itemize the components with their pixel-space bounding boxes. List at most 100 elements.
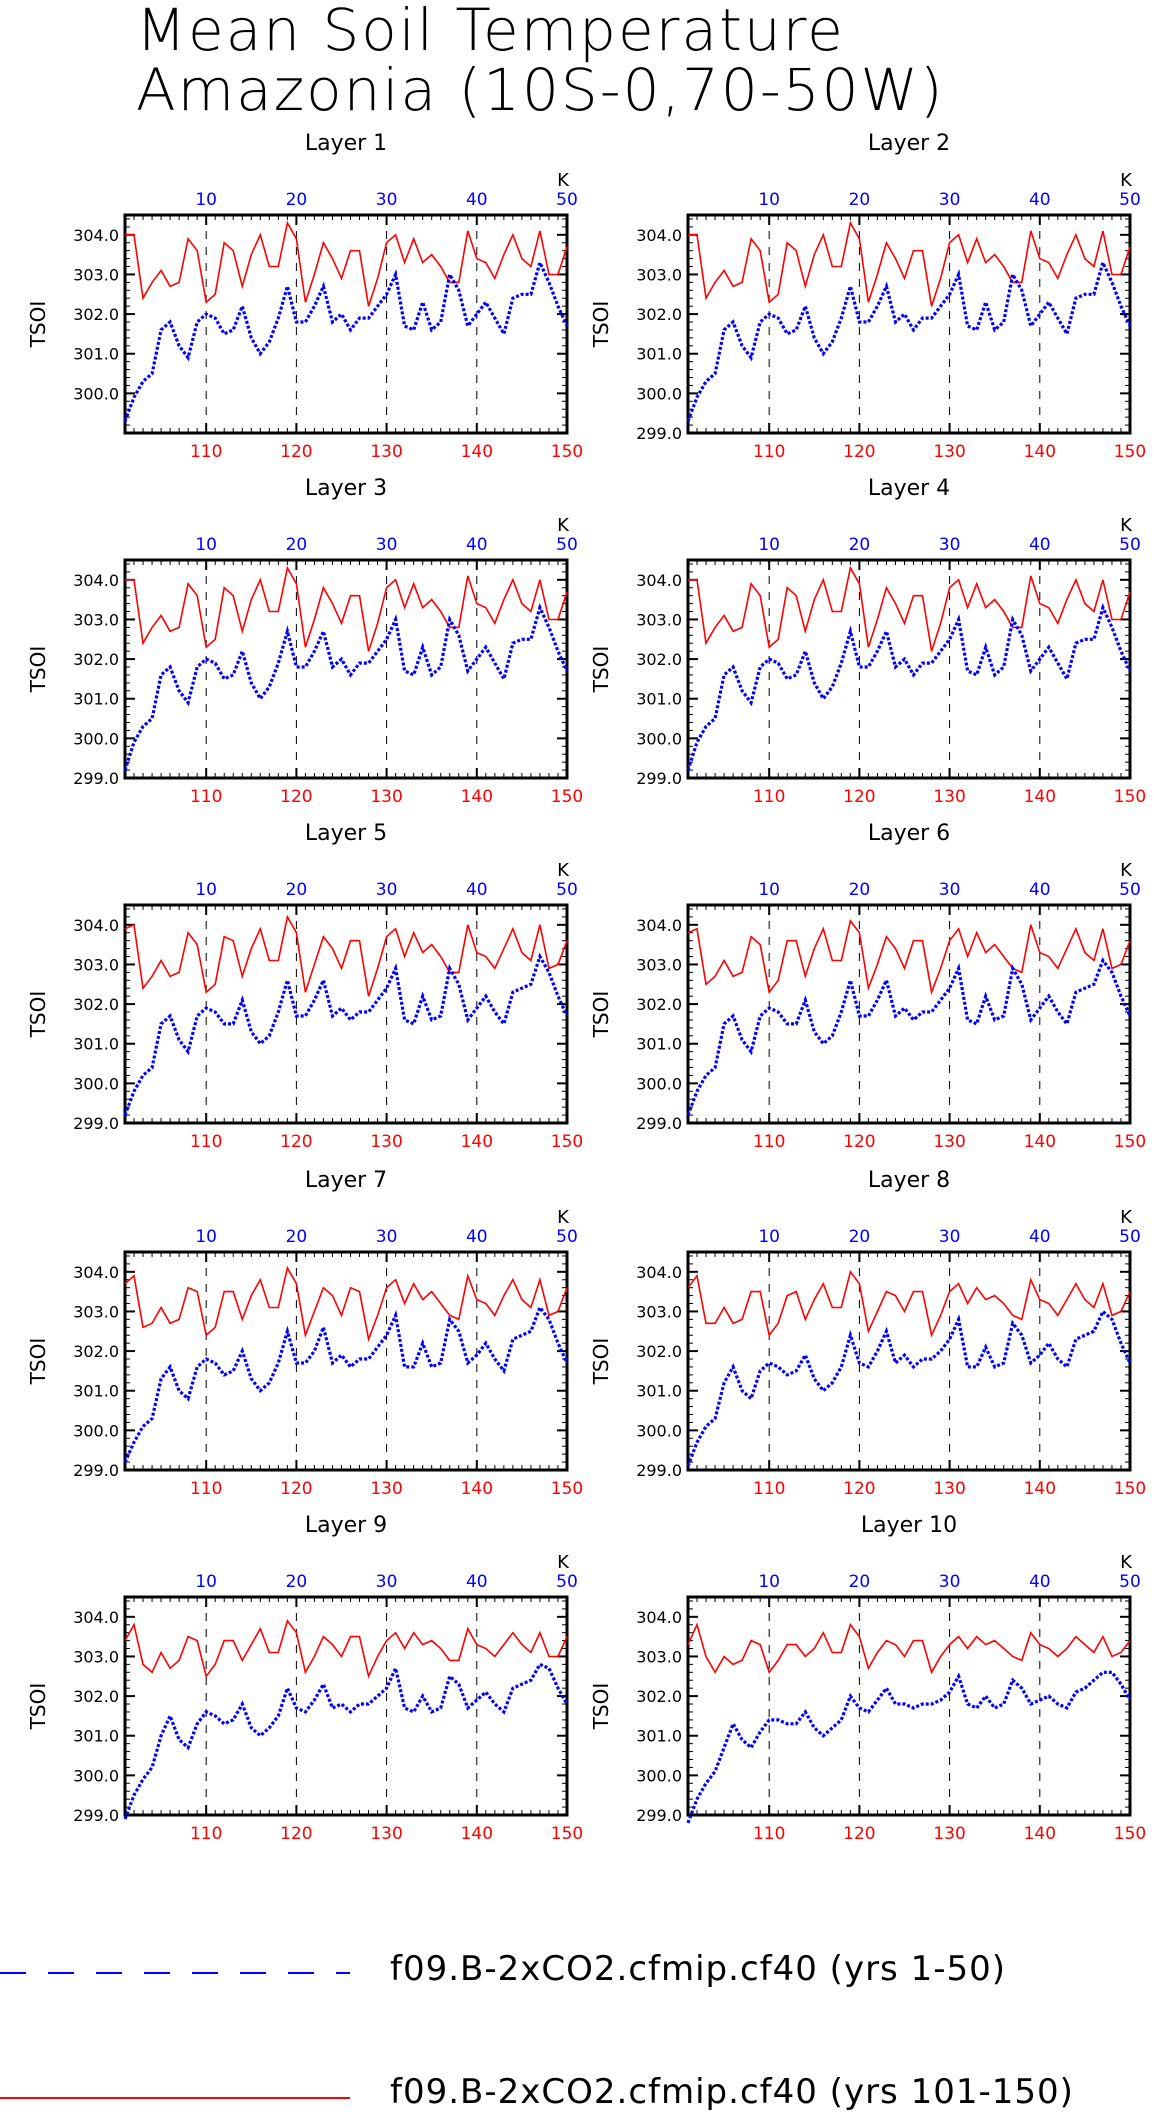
top-axis-unit: K <box>557 1552 570 1573</box>
series-line-yrs-101-150 <box>687 1622 1131 1675</box>
x-tick-label-bottom: 120 <box>280 1479 312 1499</box>
x-tick-label-bottom: 130 <box>370 442 402 462</box>
x-tick-label-top: 20 <box>849 535 871 555</box>
x-tick-label-bottom: 140 <box>1024 1479 1056 1499</box>
y-tick-label: 302.0 <box>73 1687 119 1706</box>
x-tick-label-bottom: 150 <box>551 787 583 807</box>
y-axis-label: TSOI <box>26 991 50 1039</box>
x-tick-label-bottom: 110 <box>190 1824 222 1844</box>
panel-layer-10: Layer 10 299.0 300.0 301.0 302.0 303.0 304.0 11… <box>589 1513 1146 1844</box>
x-tick-label-top: 30 <box>939 880 961 900</box>
x-tick-label-top: 50 <box>1119 535 1141 555</box>
x-tick-label-top: 20 <box>286 1227 308 1247</box>
legend-item-blue: f09.B-2xCO2.cfmip.cf40 (yrs 1-50) <box>0 1945 1154 2005</box>
x-tick-label-bottom: 110 <box>190 442 222 462</box>
panel-title: Layer 8 <box>868 1168 950 1193</box>
x-tick-label-top: 50 <box>1119 880 1141 900</box>
series-line-yrs-1-50 <box>123 602 569 771</box>
y-tick-label: 299.0 <box>73 1806 119 1825</box>
y-tick-label: 301.0 <box>636 345 682 364</box>
x-tick-label-top: 40 <box>1029 190 1051 210</box>
series-line-yrs-101-150 <box>124 914 568 997</box>
top-axis-unit: K <box>1120 860 1133 881</box>
x-tick-label-bottom: 110 <box>753 1132 785 1152</box>
y-tick-label: 301.0 <box>73 1035 119 1054</box>
x-tick-label-top: 10 <box>195 535 217 555</box>
y-tick-label: 303.0 <box>636 1647 682 1666</box>
y-tick-label: 301.0 <box>636 1727 682 1746</box>
y-axis-label: TSOI <box>26 1683 50 1731</box>
x-tick-label-bottom: 130 <box>933 442 965 462</box>
x-tick-label-bottom: 110 <box>753 1479 785 1499</box>
panel-layer-1: Layer 1 300.0 301.0 302.0 303.0 304.0 110 120 13… <box>26 131 583 462</box>
series-line-yrs-101-150 <box>125 565 568 652</box>
x-tick-label-top: 40 <box>466 1227 488 1247</box>
plot-frame <box>686 1595 1132 1817</box>
x-tick-label-bottom: 150 <box>551 1479 583 1499</box>
y-tick-label: 302.0 <box>636 1687 682 1706</box>
plot-frame <box>123 213 569 435</box>
x-tick-label-bottom: 150 <box>551 1132 583 1152</box>
x-tick-label-bottom: 110 <box>190 787 222 807</box>
x-tick-label-top: 20 <box>286 880 308 900</box>
x-tick-label-bottom: 130 <box>370 787 402 807</box>
x-tick-label-bottom: 110 <box>753 442 785 462</box>
panel-layer-5: Layer 5 299.0 300.0 301.0 302.0 303.0 304.0 110… <box>26 821 583 1152</box>
panel-title: Layer 4 <box>868 476 950 501</box>
series-line-yrs-1-50 <box>686 957 1132 1116</box>
series-line-yrs-101-150 <box>124 1265 568 1343</box>
y-axis-label: TSOI <box>589 1683 613 1731</box>
y-tick-label: 302.0 <box>73 650 119 669</box>
plot-frame <box>686 213 1132 435</box>
y-tick-label: 303.0 <box>636 265 682 284</box>
panel-title: Layer 3 <box>305 476 387 501</box>
series-line-yrs-101-150 <box>687 919 1131 996</box>
x-tick-label-top: 50 <box>1119 1227 1141 1247</box>
y-tick-label: 304.0 <box>636 226 682 245</box>
x-tick-label-top: 40 <box>466 1572 488 1592</box>
y-axis-label: TSOI <box>589 991 613 1039</box>
x-tick-label-top: 20 <box>286 1572 308 1592</box>
top-axis-unit: K <box>1120 1552 1133 1573</box>
x-tick-label-top: 30 <box>376 535 398 555</box>
legend-item-red: f09.B-2xCO2.cfmip.cf40 (yrs 101-150) <box>0 2068 1154 2128</box>
top-axis-unit: K <box>557 1207 570 1228</box>
panel-layer-8: Layer 8 299.0 300.0 301.0 302.0 303.0 304.0 110… <box>589 1168 1146 1499</box>
x-tick-label-top: 10 <box>195 1227 217 1247</box>
y-tick-label: 304.0 <box>73 916 119 935</box>
x-tick-label-top: 50 <box>556 1572 578 1592</box>
plot-frame <box>123 903 569 1125</box>
x-tick-label-top: 10 <box>195 190 217 210</box>
page-title: Mean Soil Temperature Amazonia (10S-0,70… <box>136 0 945 120</box>
x-tick-label-top: 30 <box>376 1227 398 1247</box>
x-tick-label-top: 20 <box>849 190 871 210</box>
y-tick-label: 300.0 <box>73 729 119 748</box>
panel-layer-4: Layer 4 299.0 300.0 301.0 302.0 303.0 304.0 110… <box>589 476 1146 807</box>
x-tick-label-bottom: 110 <box>753 787 785 807</box>
x-tick-label-top: 10 <box>195 880 217 900</box>
y-tick-label: 300.0 <box>73 384 119 403</box>
x-tick-label-top: 30 <box>376 880 398 900</box>
x-tick-label-bottom: 150 <box>1114 1824 1146 1844</box>
x-tick-label-bottom: 140 <box>1024 442 1056 462</box>
title-line-1: Mean Soil Temperature <box>136 0 845 64</box>
x-tick-label-top: 50 <box>556 190 578 210</box>
y-tick-label: 304.0 <box>73 1608 119 1627</box>
x-tick-label-top: 30 <box>939 1572 961 1592</box>
series-line-yrs-1-50 <box>123 257 569 422</box>
y-tick-label: 300.0 <box>73 1421 119 1440</box>
y-tick-label: 303.0 <box>73 1302 119 1321</box>
chart-grid: Layer 1 300.0 301.0 302.0 303.0 304.0 110 120 13… <box>26 131 1146 1844</box>
x-tick-label-top: 20 <box>286 190 308 210</box>
series-line-yrs-101-150 <box>688 565 1131 652</box>
legend-label-yrs-101-150: f09.B-2xCO2.cfmip.cf40 (yrs 101-150) <box>390 2072 1074 2112</box>
x-tick-label-bottom: 120 <box>280 442 312 462</box>
x-tick-label-top: 40 <box>1029 880 1051 900</box>
x-tick-label-bottom: 140 <box>461 787 493 807</box>
top-axis-unit: K <box>1120 170 1133 191</box>
x-tick-label-bottom: 120 <box>843 1824 875 1844</box>
x-tick-label-bottom: 120 <box>280 787 312 807</box>
x-tick-label-bottom: 130 <box>370 1479 402 1499</box>
x-tick-label-bottom: 150 <box>551 442 583 462</box>
x-tick-label-bottom: 140 <box>1024 787 1056 807</box>
